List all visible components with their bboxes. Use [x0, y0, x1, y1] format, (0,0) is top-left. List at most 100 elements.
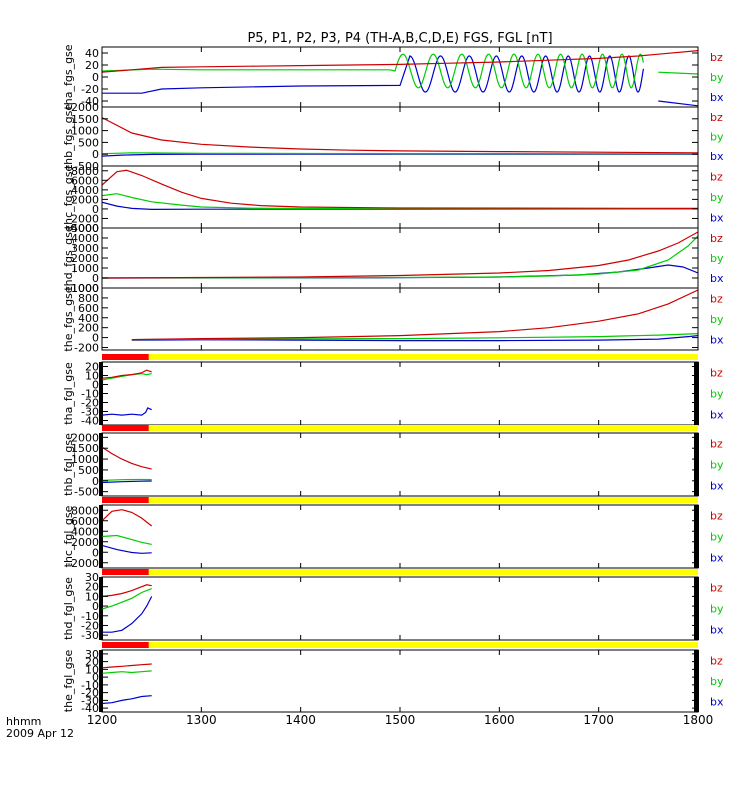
- status-bar-red: [102, 354, 149, 360]
- status-bar-yellow: [102, 569, 698, 575]
- y-tick-label: 2000: [71, 193, 99, 206]
- panel-legend: bz by bx: [710, 582, 724, 637]
- series-by-line: [102, 152, 698, 155]
- y-axis-label: thc_fgl_gse: [62, 505, 75, 567]
- panel-legend: bz by bx: [710, 170, 724, 224]
- status-bar-red: [102, 425, 149, 431]
- series-bx-line: [102, 480, 152, 484]
- panel-frame: [101, 576, 699, 641]
- status-bar-yellow: [102, 497, 698, 503]
- y-axis-label: the_fgl_gse: [62, 650, 75, 713]
- y-tick-label: 20: [85, 656, 99, 669]
- series-by-line: [102, 478, 152, 481]
- y-tick-label: 10: [85, 590, 99, 603]
- y-tick-label: 30: [85, 648, 99, 661]
- y-tick-label: -30: [81, 406, 99, 419]
- status-bar-yellow: [102, 425, 698, 431]
- legend-bz: bz: [710, 292, 723, 305]
- legend-by: by: [710, 459, 724, 472]
- y-tick-label: 200: [78, 322, 99, 335]
- series-bz-line: [102, 446, 152, 470]
- status-bar-red: [102, 497, 149, 503]
- legend-by: by: [710, 313, 724, 326]
- legend-by: by: [710, 603, 724, 616]
- y-tick-label: 10: [85, 663, 99, 676]
- y-tick-label: -10: [81, 610, 99, 623]
- series-bz-line: [102, 169, 698, 209]
- y-tick-label: 0: [92, 332, 99, 345]
- data-gap-marker-right: [694, 650, 699, 712]
- legend-bz: bz: [710, 654, 723, 667]
- y-tick-label: 1000: [71, 262, 99, 275]
- series-bx-line: [102, 695, 152, 705]
- y-tick-label: -30: [81, 629, 99, 642]
- legend-bz: bz: [710, 367, 723, 380]
- panel-legend: bz by bx: [710, 51, 724, 104]
- y-tick-label: -500: [74, 160, 99, 173]
- y-tick-label: 20: [85, 581, 99, 594]
- y-tick-label: 30: [85, 571, 99, 584]
- y-tick-label: 500: [78, 464, 99, 477]
- y-tick-label: 0: [92, 379, 99, 392]
- panel-legend: bz by bx: [710, 438, 724, 493]
- y-tick-label: 0: [92, 148, 99, 161]
- legend-bz: bz: [710, 582, 723, 595]
- y-tick-label: 4000: [71, 232, 99, 245]
- y-tick-label: 0: [92, 272, 99, 285]
- legend-bz: bz: [710, 51, 723, 64]
- y-axis-label: tha_fgl_gse: [62, 362, 75, 425]
- series-bz-line: [102, 584, 152, 597]
- panel-legend: bz by bx: [710, 232, 724, 285]
- panel-legend: bz by bx: [710, 367, 724, 422]
- y-tick-label: 600: [78, 302, 99, 315]
- y-axis-label: thc_fgs_gse: [62, 165, 75, 230]
- status-bar-yellow: [102, 354, 698, 360]
- legend-by: by: [710, 191, 724, 204]
- series-by-line: [131, 333, 698, 341]
- panel-legend: bz by bx: [710, 292, 724, 346]
- series-bz-line: [102, 231, 698, 279]
- y-tick-label: 4000: [71, 525, 99, 538]
- y-tick-label: 8000: [71, 165, 99, 178]
- y-tick-label: 0: [92, 203, 99, 216]
- y-axis-label: thd_fgs_gse: [62, 225, 75, 291]
- legend-bx: bx: [710, 624, 724, 637]
- y-tick-label: 0: [92, 546, 99, 559]
- status-bar-red: [102, 569, 149, 575]
- y-tick-label: -40: [81, 95, 99, 108]
- x-axis: 1200 1300 1400 1500 1600 1700 1800: [87, 713, 714, 727]
- series-bx-line: [658, 100, 698, 107]
- series-by-line: [658, 71, 698, 75]
- legend-bx: bx: [710, 150, 724, 163]
- y-tick-label: 400: [78, 312, 99, 325]
- y-tick-label: 20: [85, 361, 99, 374]
- series-bz-line: [102, 50, 698, 73]
- y-axis-label: thb_fgl_gse: [62, 433, 75, 496]
- legend-bz: bz: [710, 111, 723, 124]
- legend-bz: bz: [710, 232, 723, 245]
- legend-bx: bx: [710, 212, 724, 225]
- data-gap-marker-left: [99, 505, 103, 568]
- y-tick-label: -200: [74, 342, 99, 355]
- panel-frame: [101, 432, 699, 497]
- y-tick-label: -20: [81, 397, 99, 410]
- y-tick-label: -10: [81, 679, 99, 692]
- x-tick-label: 1800: [683, 713, 714, 727]
- series-by-line: [102, 534, 152, 545]
- data-gap-marker-right: [694, 577, 699, 640]
- panel-legend: bz by bx: [710, 111, 724, 163]
- y-tick-label: 0: [92, 475, 99, 488]
- series-by-line: [102, 193, 698, 210]
- panel-frame: [101, 106, 699, 167]
- series-by-line: [102, 588, 152, 610]
- x-tick-label: 1500: [385, 713, 416, 727]
- y-tick-label: 0: [92, 71, 99, 84]
- y-axis-label: the_fgs_gse: [62, 286, 75, 351]
- y-tick-label: 1500: [71, 442, 99, 455]
